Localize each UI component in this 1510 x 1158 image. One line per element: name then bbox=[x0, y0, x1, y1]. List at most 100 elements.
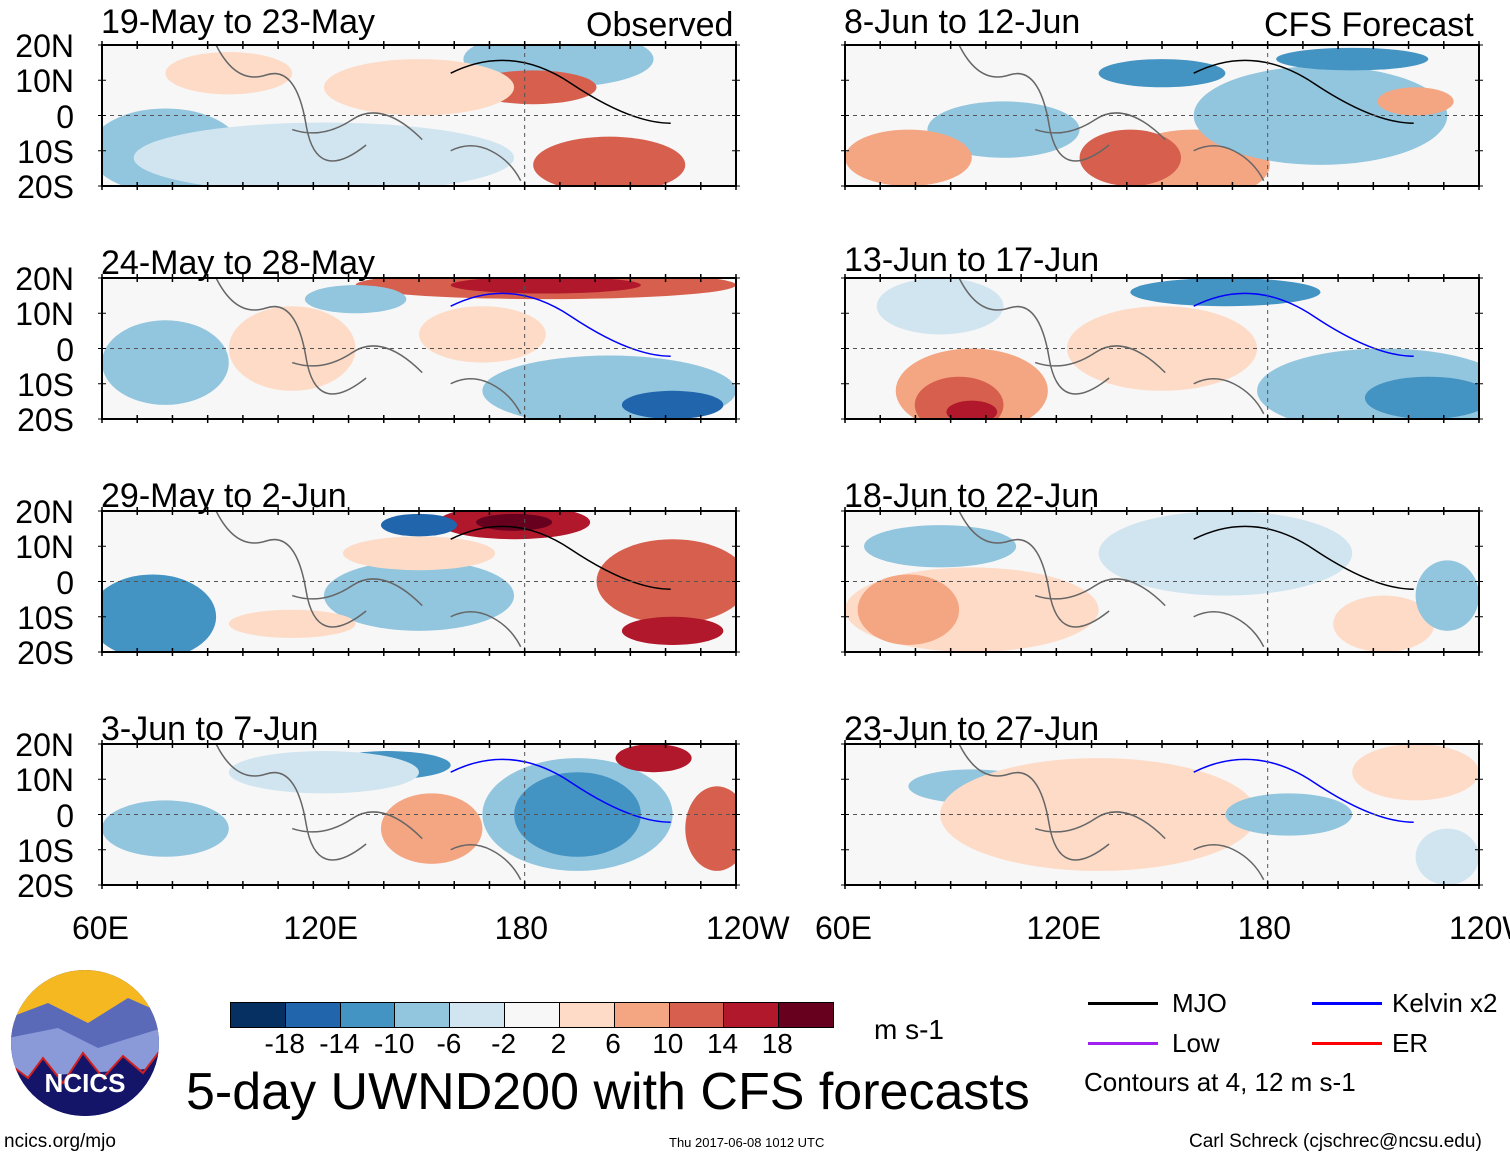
y-tick-label: 0 bbox=[56, 797, 74, 834]
anomaly-region bbox=[864, 525, 1017, 568]
anomaly-region bbox=[1415, 560, 1479, 631]
x-tick-label: 120E bbox=[1026, 910, 1102, 946]
anomaly-region bbox=[845, 129, 972, 186]
y-tick-label: 10N bbox=[15, 762, 74, 799]
map-panel bbox=[841, 507, 1483, 656]
colorbar-tick-label: 10 bbox=[652, 1028, 684, 1059]
anomaly-region bbox=[228, 609, 356, 638]
colorbar-tick-label: -18 bbox=[264, 1028, 305, 1059]
panel-title: 23-Jun to 27-Jun bbox=[844, 710, 1100, 748]
anomaly-region bbox=[380, 793, 483, 864]
x-tick-label: 180 bbox=[1237, 910, 1292, 946]
colorbar-swatch bbox=[505, 1003, 560, 1027]
contour-line bbox=[450, 59, 671, 124]
legend-er-line bbox=[1312, 1042, 1382, 1045]
contour-line bbox=[450, 292, 671, 357]
y-tick-label: 10S bbox=[17, 133, 74, 170]
anomaly-region bbox=[304, 285, 407, 314]
anomaly-region bbox=[1415, 828, 1479, 885]
legend-mjo-line bbox=[1088, 1002, 1158, 1005]
x-tick-label: 120W bbox=[706, 910, 790, 946]
y-tick-label: 20S bbox=[17, 635, 74, 671]
y-tick-label: 20S bbox=[17, 169, 74, 205]
coastline bbox=[215, 278, 522, 415]
colorbar-units: m s-1 bbox=[874, 1014, 944, 1045]
coastline bbox=[215, 744, 522, 881]
panel-title: 29-May to 2-Jun bbox=[101, 477, 347, 515]
anomaly-region bbox=[533, 136, 686, 186]
contour-line bbox=[1193, 758, 1414, 823]
y-tick-label: 20S bbox=[17, 868, 74, 904]
legend-er: ER bbox=[1392, 1028, 1429, 1058]
panel-title: 8-Jun to 12-Jun bbox=[844, 3, 1081, 41]
observed-label: Observed bbox=[586, 6, 734, 44]
anomaly-region bbox=[615, 744, 692, 773]
colorbar-tick-label: 6 bbox=[605, 1028, 621, 1059]
anomaly-region bbox=[228, 751, 419, 794]
colorbar-tick-label: -10 bbox=[373, 1028, 415, 1059]
y-tick-label: 10N bbox=[15, 63, 74, 100]
anomaly-region bbox=[323, 560, 515, 631]
y-tick-label: 10S bbox=[17, 366, 74, 403]
legend-kelvin-line bbox=[1312, 1002, 1382, 1005]
anomaly-region bbox=[685, 786, 736, 871]
anomaly-region bbox=[165, 52, 293, 95]
anomaly-region bbox=[1079, 129, 1182, 186]
coastline bbox=[958, 511, 1265, 648]
coastline bbox=[958, 45, 1265, 182]
anomaly-region bbox=[1352, 744, 1479, 801]
colorbar-swatch bbox=[395, 1003, 451, 1027]
y-tick-label: 0 bbox=[56, 331, 74, 368]
anomaly-region bbox=[1066, 306, 1258, 391]
anomaly-region bbox=[621, 616, 724, 645]
anomaly-region bbox=[857, 574, 960, 645]
author: Carl Schreck (cjschrec@ncsu.edu) bbox=[1189, 1131, 1482, 1152]
anomaly-region bbox=[946, 400, 998, 419]
anomaly-region bbox=[476, 513, 553, 531]
anomaly-region bbox=[940, 758, 1258, 871]
anomaly-region bbox=[102, 800, 229, 857]
coastline bbox=[958, 744, 1265, 881]
colorbar-swatch bbox=[231, 1003, 286, 1027]
y-tick-label: 10N bbox=[15, 529, 74, 566]
colorbar bbox=[230, 1002, 834, 1028]
legend-mjo: MJO bbox=[1172, 988, 1227, 1018]
panel-title: 3-Jun to 7-Jun bbox=[101, 710, 319, 748]
colorbar-tick-label: -6 bbox=[436, 1028, 462, 1059]
contour-note: Contours at 4, 12 m s-1 bbox=[1084, 1067, 1356, 1097]
logo-text: NCICS bbox=[45, 1068, 126, 1098]
colorbar-swatch bbox=[724, 1003, 780, 1027]
anomaly-region bbox=[450, 278, 641, 294]
anomaly-region bbox=[342, 536, 496, 571]
y-tick-label: 10N bbox=[15, 296, 74, 333]
panel-title: 24-May to 28-May bbox=[101, 244, 375, 282]
anomaly-region bbox=[1377, 87, 1454, 116]
y-tick-label: 20N bbox=[15, 28, 74, 64]
anomaly-region bbox=[1364, 376, 1479, 419]
anomaly-region bbox=[102, 574, 217, 652]
colorbar-tick-label: 18 bbox=[761, 1028, 793, 1059]
coastline bbox=[215, 511, 522, 648]
site-link[interactable]: ncics.org/mjo bbox=[4, 1131, 116, 1152]
timestamp: Thu 2017-06-08 1012 UTC bbox=[669, 1135, 825, 1150]
forecast-label: CFS Forecast bbox=[1264, 6, 1474, 44]
y-tick-label: 20N bbox=[15, 261, 74, 297]
x-tick-label: 120E bbox=[283, 910, 359, 946]
anomaly-region bbox=[1130, 278, 1321, 307]
colorbar-swatch bbox=[669, 1003, 725, 1027]
anomaly-region bbox=[1098, 59, 1226, 88]
y-tick-label: 20N bbox=[15, 494, 74, 530]
colorbar-swatch bbox=[285, 1003, 341, 1027]
anomaly-region bbox=[1098, 511, 1353, 596]
map-panel bbox=[98, 41, 740, 190]
legend-low-line bbox=[1088, 1042, 1158, 1045]
colorbar-swatch bbox=[779, 1003, 833, 1027]
colorbar-swatch bbox=[340, 1003, 396, 1027]
colorbar-tick-label: 14 bbox=[706, 1028, 739, 1059]
colorbar-swatch bbox=[614, 1003, 670, 1027]
colorbar-tick-label: -14 bbox=[319, 1028, 360, 1059]
anomaly-region bbox=[596, 539, 736, 624]
colorbar-swatch bbox=[559, 1003, 615, 1027]
